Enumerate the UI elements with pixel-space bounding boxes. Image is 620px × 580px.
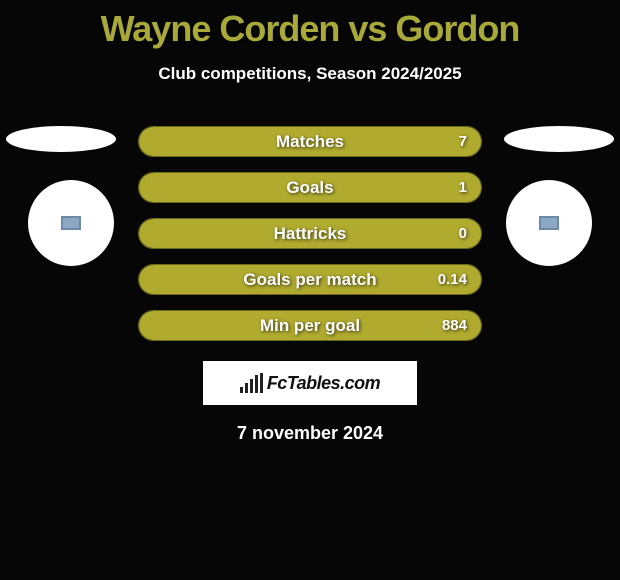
bar-goals: Goals 1 — [138, 172, 482, 203]
bar-min-per-goal: Min per goal 884 — [138, 310, 482, 341]
left-player-badge — [28, 180, 114, 266]
bar-value: 1 — [459, 179, 467, 196]
bar-label: Goals per match — [139, 270, 481, 290]
right-badge-icon — [539, 216, 559, 230]
right-player-badge — [506, 180, 592, 266]
bar-label: Hattricks — [139, 224, 481, 244]
date-text: 7 november 2024 — [0, 423, 620, 444]
logo-bars-icon — [240, 373, 263, 393]
stats-bars: Matches 7 Goals 1 Hattricks 0 Goals per … — [138, 126, 482, 341]
bar-value: 884 — [442, 317, 467, 334]
left-ellipse — [6, 126, 116, 152]
bar-label: Min per goal — [139, 316, 481, 336]
right-ellipse — [504, 126, 614, 152]
left-badge-icon — [61, 216, 81, 230]
bar-goals-per-match: Goals per match 0.14 — [138, 264, 482, 295]
subtitle: Club competitions, Season 2024/2025 — [0, 64, 620, 84]
bar-hattricks: Hattricks 0 — [138, 218, 482, 249]
logo-text: FcTables.com — [267, 373, 380, 394]
bar-label: Goals — [139, 178, 481, 198]
bar-matches: Matches 7 — [138, 126, 482, 157]
bar-value: 7 — [459, 133, 467, 150]
content: Matches 7 Goals 1 Hattricks 0 Goals per … — [0, 126, 620, 444]
bar-label: Matches — [139, 132, 481, 152]
bar-value: 0.14 — [438, 271, 467, 288]
page-title: Wayne Corden vs Gordon — [0, 0, 620, 50]
logo-box: FcTables.com — [203, 361, 417, 405]
bar-value: 0 — [459, 225, 467, 242]
